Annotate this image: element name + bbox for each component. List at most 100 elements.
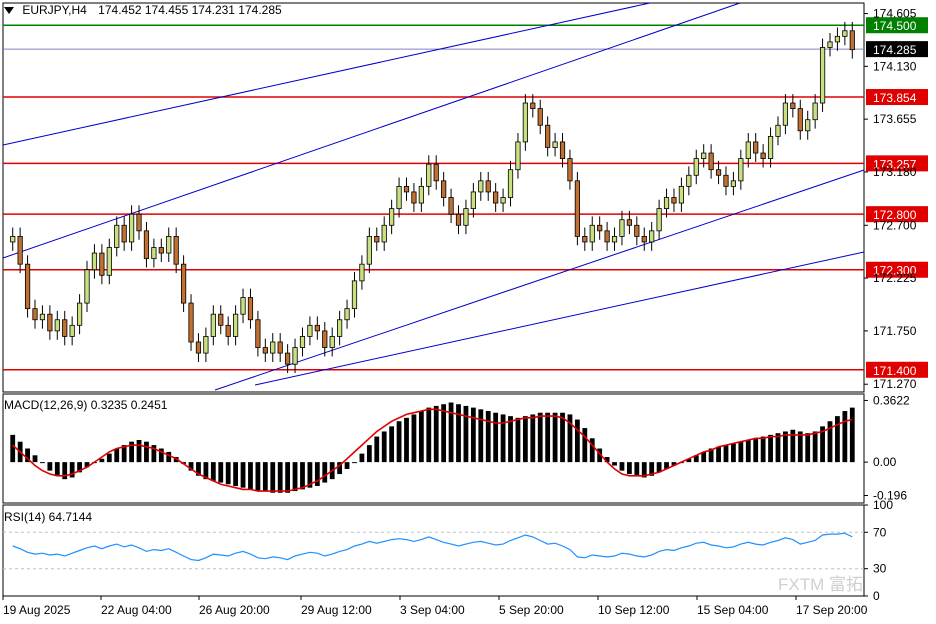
macd-bar bbox=[225, 462, 231, 485]
candle-body bbox=[225, 324, 231, 337]
macd-tick-label: 0.3622 bbox=[873, 393, 910, 407]
candle-body bbox=[418, 185, 424, 204]
macd-bar bbox=[352, 462, 357, 464]
macd-bar bbox=[686, 458, 692, 463]
candle-body bbox=[805, 119, 811, 132]
macd-bar bbox=[136, 439, 142, 463]
candle-body bbox=[32, 308, 38, 321]
macd-bar bbox=[760, 436, 766, 463]
rsi-line bbox=[12, 532, 853, 562]
candle-body bbox=[374, 235, 380, 243]
price-axis: 174.605 174.130 173.655 173.180 172.700 172.2… bbox=[864, 7, 917, 603]
candle-body bbox=[478, 180, 484, 193]
rsi-tick-label: 0 bbox=[873, 589, 880, 603]
macd-bar bbox=[827, 421, 833, 463]
candle-body bbox=[767, 135, 774, 160]
time-tick-label: 10 Sep 12:00 bbox=[598, 603, 670, 617]
macd-bar bbox=[812, 431, 818, 463]
candle-body bbox=[611, 235, 618, 243]
candle-body bbox=[99, 252, 105, 276]
macd-signal-line bbox=[12, 408, 853, 492]
macd-bar bbox=[389, 426, 395, 463]
macd-bar bbox=[708, 448, 714, 463]
macd-bar bbox=[701, 451, 707, 463]
macd-bar bbox=[842, 411, 848, 463]
macd-tick-label: 0.00 bbox=[873, 455, 897, 469]
macd-bar bbox=[500, 414, 506, 463]
candle-body bbox=[403, 185, 410, 193]
macd-bar bbox=[344, 462, 350, 469]
macd-bar bbox=[106, 453, 112, 463]
candle-body bbox=[782, 102, 789, 126]
candle-body bbox=[181, 263, 187, 304]
time-tick-label: 5 Sep 20:00 bbox=[499, 603, 564, 617]
macd-bar bbox=[597, 448, 603, 463]
macd-bar bbox=[545, 412, 551, 463]
macd-bar bbox=[188, 462, 194, 471]
candle-body bbox=[530, 102, 536, 109]
price-tick-label: 173.180 bbox=[873, 165, 917, 179]
macd-bar bbox=[151, 445, 157, 463]
macd-bar bbox=[233, 462, 239, 486]
candle-body bbox=[240, 297, 246, 315]
level-tag bbox=[866, 89, 928, 106]
macd-bar bbox=[723, 445, 729, 463]
macd-bar bbox=[218, 462, 224, 483]
candle-body bbox=[641, 235, 647, 243]
horizontal-levels: 174.500 173.854 173.257 172.800 172.300 171.4… bbox=[3, 17, 928, 378]
macd-label: MACD(12,26,9) 0.3235 0.2451 bbox=[4, 398, 168, 412]
level-tag-label: 172.800 bbox=[873, 208, 917, 222]
macd-bar bbox=[619, 462, 625, 471]
chart-header: EURJPY,H4 174.452 174.455 174.231 174.28… bbox=[4, 3, 282, 17]
macd-histogram bbox=[10, 402, 855, 493]
macd-bar bbox=[77, 462, 82, 473]
candle-body bbox=[441, 180, 447, 198]
macd-bar bbox=[277, 462, 283, 493]
macd-bar bbox=[768, 434, 773, 463]
candle-body bbox=[715, 169, 722, 176]
macd-bar bbox=[121, 445, 127, 463]
candle-body bbox=[790, 102, 796, 109]
bid-tag bbox=[866, 41, 928, 58]
candle-body bbox=[84, 269, 90, 304]
candle-body bbox=[634, 224, 640, 237]
macd-bar bbox=[656, 462, 662, 473]
candle-body bbox=[314, 324, 320, 332]
candle-body bbox=[54, 319, 60, 332]
candle-body bbox=[485, 180, 491, 193]
macd-bar bbox=[835, 416, 840, 463]
candle-body bbox=[337, 319, 343, 337]
candle-body bbox=[285, 352, 291, 365]
macd-bar bbox=[262, 462, 268, 492]
symbol-label: EURJPY,H4 bbox=[22, 3, 87, 17]
candle-body bbox=[574, 180, 580, 237]
macd-bar bbox=[158, 448, 164, 463]
level-tag-label: 172.300 bbox=[873, 264, 917, 278]
macd-bar bbox=[374, 436, 380, 463]
macd-bar bbox=[448, 402, 454, 463]
price-tick-label: 173.655 bbox=[873, 112, 917, 126]
time-tick-label: 22 Aug 04:00 bbox=[101, 603, 172, 617]
macd-bar bbox=[292, 462, 298, 492]
trend-line bbox=[214, 169, 865, 391]
candle-body bbox=[188, 302, 194, 343]
macd-bar bbox=[40, 462, 45, 464]
collapse-triangle-icon[interactable] bbox=[4, 7, 14, 15]
candle-body bbox=[693, 158, 699, 176]
time-tick-label: 17 Sep 20:00 bbox=[796, 603, 868, 617]
candle-body bbox=[730, 180, 737, 187]
price-tick-label: 171.270 bbox=[873, 377, 917, 391]
macd-bar bbox=[567, 414, 573, 463]
level-tag bbox=[866, 206, 928, 223]
candle-body bbox=[24, 263, 31, 310]
candle-body bbox=[738, 158, 744, 182]
candle-body bbox=[359, 263, 365, 282]
macd-bar bbox=[805, 433, 811, 463]
time-tick-label: 26 Aug 20:00 bbox=[199, 603, 270, 617]
candle-body bbox=[671, 197, 677, 204]
macd-bar bbox=[203, 462, 209, 480]
candle-body bbox=[723, 174, 729, 187]
level-tag bbox=[866, 361, 928, 378]
macd-bar bbox=[129, 441, 134, 463]
time-tick-label: 15 Sep 04:00 bbox=[697, 603, 769, 617]
